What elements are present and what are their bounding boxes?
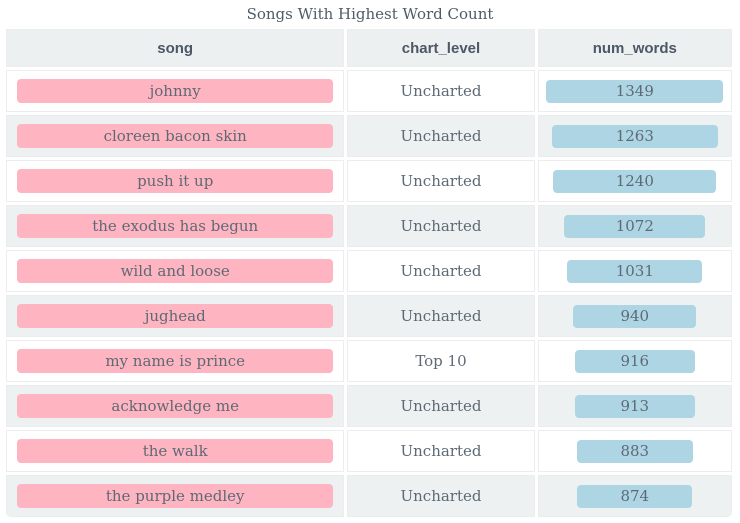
song-pill: wild and loose — [17, 259, 334, 283]
num-words-cell: 1240 — [537, 160, 732, 202]
song-pill: johnny — [17, 79, 334, 103]
num-words-bar: 1263 — [551, 124, 718, 148]
page-title: Songs With Highest Word Count — [246, 5, 494, 23]
num-words-bar: 1031 — [567, 259, 703, 283]
chart-level-cell: Uncharted — [347, 430, 535, 472]
num-words-bar: 1072 — [564, 214, 706, 238]
header-cell-song: song — [6, 29, 345, 67]
chart-level-cell: Uncharted — [347, 115, 535, 157]
song-cell: johnny — [6, 70, 345, 112]
chart-level-cell: Uncharted — [347, 475, 535, 517]
chart-level-text: Uncharted — [400, 127, 482, 145]
num-words-bar: 1349 — [546, 79, 724, 103]
chart-level-text: Uncharted — [400, 397, 482, 415]
chart-level-cell: Uncharted — [347, 250, 535, 292]
num-words-cell: 916 — [537, 340, 732, 382]
song-pill: push it up — [17, 169, 334, 193]
table-row: the purple medley Uncharted 874 — [6, 475, 732, 517]
song-cell: my name is prince — [6, 340, 345, 382]
num-words-cell: 874 — [537, 475, 732, 517]
chart-level-text: Uncharted — [400, 172, 482, 190]
chart-level-text: Uncharted — [400, 307, 482, 325]
song-cell: the exodus has begun — [6, 205, 345, 247]
song-pill: the walk — [17, 439, 334, 463]
song-cell: jughead — [6, 295, 345, 337]
song-pill: acknowledge me — [17, 394, 334, 418]
num-words-cell: 1349 — [537, 70, 732, 112]
song-pill: the exodus has begun — [17, 214, 334, 238]
song-cell: the purple medley — [6, 475, 345, 517]
song-pill: the purple medley — [17, 484, 334, 508]
table-row: cloreen bacon skin Uncharted 1263 — [6, 115, 732, 157]
num-words-bar: 1240 — [553, 169, 717, 193]
chart-level-text: Uncharted — [400, 487, 482, 505]
table-row: my name is prince Top 10 916 — [6, 340, 732, 382]
num-words-bar: 883 — [576, 439, 693, 463]
chart-level-cell: Uncharted — [347, 295, 535, 337]
num-words-cell: 1031 — [537, 250, 732, 292]
chart-level-cell: Uncharted — [347, 205, 535, 247]
chart-level-text: Top 10 — [415, 352, 467, 370]
num-words-cell: 1263 — [537, 115, 732, 157]
song-cell: acknowledge me — [6, 385, 345, 427]
num-words-bar: 913 — [574, 394, 695, 418]
num-words-bar: 916 — [574, 349, 695, 373]
table-row: wild and loose Uncharted 1031 — [6, 250, 732, 292]
table-row: push it up Uncharted 1240 — [6, 160, 732, 202]
table-row: the walk Uncharted 883 — [6, 430, 732, 472]
songs-table: song chart_level num_words johnny Unchart… — [3, 26, 735, 520]
chart-level-text: Uncharted — [400, 442, 482, 460]
num-words-cell: 1072 — [537, 205, 732, 247]
song-pill: my name is prince — [17, 349, 334, 373]
table-row: johnny Uncharted 1349 — [6, 70, 732, 112]
chart-level-cell: Uncharted — [347, 70, 535, 112]
song-cell: cloreen bacon skin — [6, 115, 345, 157]
table-row: the exodus has begun Uncharted 1072 — [6, 205, 732, 247]
num-words-cell: 913 — [537, 385, 732, 427]
header-cell-num-words: num_words — [537, 29, 732, 67]
chart-level-cell: Uncharted — [347, 385, 535, 427]
table-row: acknowledge me Uncharted 913 — [6, 385, 732, 427]
chart-level-cell: Uncharted — [347, 160, 535, 202]
num-words-cell: 883 — [537, 430, 732, 472]
song-cell: push it up — [6, 160, 345, 202]
song-cell: the walk — [6, 430, 345, 472]
chart-level-text: Uncharted — [400, 82, 482, 100]
chart-level-text: Uncharted — [400, 217, 482, 235]
header-cell-chart-level: chart_level — [347, 29, 535, 67]
song-pill: jughead — [17, 304, 334, 328]
chart-level-cell: Top 10 — [347, 340, 535, 382]
table-row: jughead Uncharted 940 — [6, 295, 732, 337]
song-pill: cloreen bacon skin — [17, 124, 334, 148]
num-words-bar: 874 — [577, 484, 693, 508]
table-body: johnny Uncharted 1349 cloreen bacon skin Unc… — [6, 70, 732, 517]
chart-level-text: Uncharted — [400, 262, 482, 280]
header-row: song chart_level num_words — [6, 29, 732, 67]
song-cell: wild and loose — [6, 250, 345, 292]
num-words-cell: 940 — [537, 295, 732, 337]
num-words-bar: 940 — [573, 304, 697, 328]
